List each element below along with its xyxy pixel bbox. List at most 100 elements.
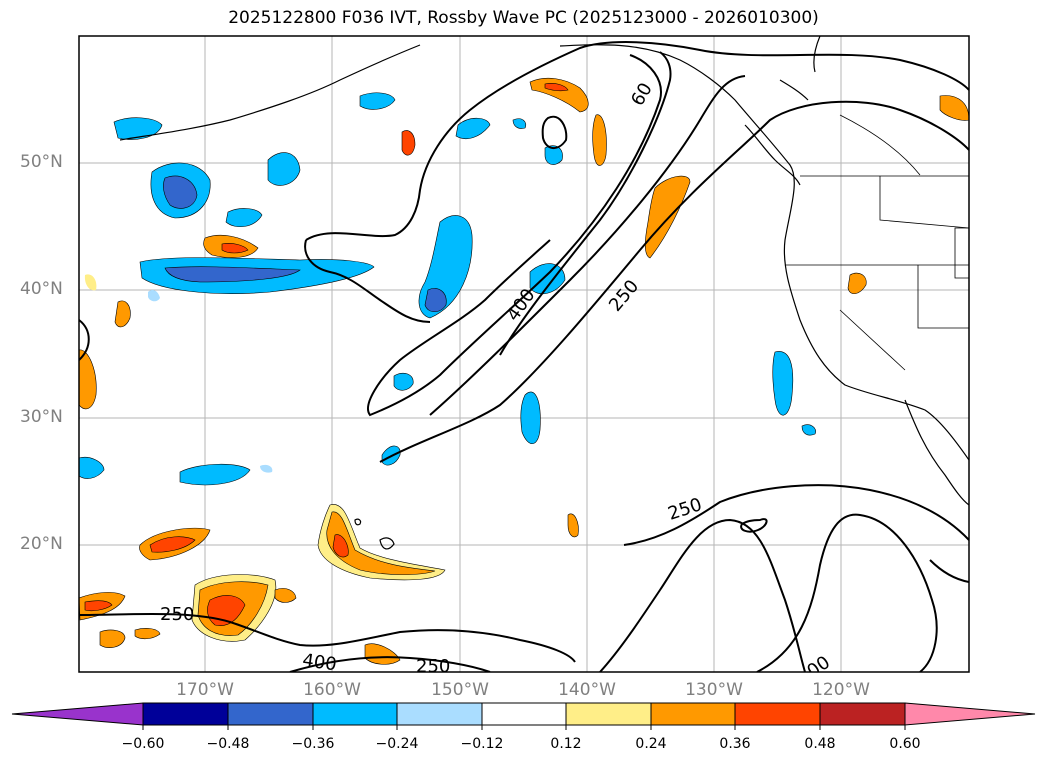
coastline bbox=[813, 36, 821, 73]
neg-region bbox=[163, 175, 198, 209]
pos-region bbox=[99, 629, 126, 648]
pos-region bbox=[221, 243, 249, 254]
colorbar bbox=[11, 702, 1036, 730]
contour-line bbox=[379, 100, 969, 463]
lat-label-40n: 40°N bbox=[20, 279, 63, 299]
border-line bbox=[839, 309, 906, 371]
pos-region bbox=[84, 600, 113, 612]
colorbar-segment bbox=[312, 702, 398, 726]
colorbar-segment bbox=[650, 702, 736, 726]
pos-region bbox=[544, 83, 569, 92]
coastline bbox=[744, 124, 801, 186]
lon-label-130w: 130°W bbox=[685, 680, 743, 700]
neg-region bbox=[544, 145, 563, 165]
contour-label: 250 bbox=[665, 494, 704, 525]
contour-line bbox=[367, 54, 662, 417]
colorbar-tick-label: 0.36 bbox=[719, 736, 751, 752]
colorbar-extend-high bbox=[904, 702, 1036, 726]
pos-region bbox=[592, 114, 607, 166]
contour-label: 250 bbox=[605, 276, 643, 316]
neg-region bbox=[164, 266, 301, 283]
map-title: 2025122800 F036 IVT, Rossby Wave PC (202… bbox=[228, 8, 819, 28]
ivt-contours bbox=[79, 41, 969, 672]
pos-region bbox=[134, 628, 161, 640]
contour-line bbox=[289, 656, 491, 672]
lat-label-30n: 30°N bbox=[20, 407, 63, 427]
lon-label-150w: 150°W bbox=[431, 680, 489, 700]
border-line bbox=[839, 114, 921, 176]
neg-region bbox=[79, 457, 105, 479]
neg-region bbox=[359, 92, 396, 110]
neg-region bbox=[225, 208, 263, 228]
contour-line bbox=[305, 41, 969, 241]
pos-region bbox=[114, 300, 131, 328]
pos-region bbox=[274, 588, 297, 603]
colorbar-tick-label: −0.12 bbox=[460, 736, 504, 752]
colorbar-segment bbox=[819, 702, 906, 726]
neg-region bbox=[529, 263, 566, 295]
border-line bbox=[954, 227, 969, 279]
contour-label: 400 bbox=[301, 650, 338, 676]
pos-region bbox=[79, 349, 97, 410]
coastline bbox=[559, 44, 969, 461]
contour-line bbox=[79, 319, 90, 361]
political-borders bbox=[785, 114, 969, 371]
contour-label: 250 bbox=[160, 604, 194, 625]
neg-region bbox=[520, 391, 541, 445]
colorbar-tick-label: −0.48 bbox=[206, 736, 250, 752]
colorbar-segment bbox=[565, 702, 652, 726]
neg-region bbox=[801, 424, 816, 436]
colorbar-segment bbox=[142, 702, 229, 726]
neg-region bbox=[179, 463, 251, 486]
neg-region bbox=[512, 118, 527, 129]
colorbar-tick-label: 0.48 bbox=[804, 736, 836, 752]
pos-region bbox=[644, 175, 691, 259]
coastline bbox=[379, 537, 395, 550]
colorbar-segment bbox=[396, 702, 483, 726]
colorbar-tick-label: 0.60 bbox=[889, 736, 921, 752]
pos-region bbox=[364, 643, 401, 665]
lon-label-140w: 140°W bbox=[558, 680, 616, 700]
pos-region bbox=[529, 77, 589, 113]
pos-region bbox=[567, 513, 579, 538]
lon-label-160w: 160°W bbox=[303, 680, 361, 700]
contour-line bbox=[740, 518, 768, 533]
contour-label: 250 bbox=[416, 656, 450, 677]
colorbar-segment bbox=[481, 702, 567, 726]
colorbar-extend-low bbox=[11, 702, 144, 726]
contour-line bbox=[623, 484, 969, 546]
colorbar-tick-label: 0.12 bbox=[550, 736, 582, 752]
positive-anomaly-shading bbox=[79, 77, 969, 665]
neg-region bbox=[772, 351, 794, 416]
lat-label-50n: 50°N bbox=[20, 152, 63, 172]
negative-anomaly-shading bbox=[79, 92, 816, 486]
contour-line bbox=[756, 513, 938, 672]
contour-label: 60 bbox=[627, 79, 657, 109]
pos-region bbox=[149, 536, 196, 553]
pos-region bbox=[401, 130, 416, 156]
colorbar-segment bbox=[227, 702, 314, 726]
contour-label: 00 bbox=[803, 652, 834, 682]
pos-region bbox=[847, 272, 867, 294]
contour-line bbox=[499, 51, 672, 356]
pos-region bbox=[326, 511, 436, 575]
neg-region bbox=[267, 152, 301, 186]
neg-region bbox=[424, 288, 447, 313]
pos-region bbox=[939, 95, 969, 121]
contour-line bbox=[79, 612, 576, 663]
contour-line bbox=[599, 518, 806, 672]
neg-region bbox=[260, 464, 273, 473]
neg-region bbox=[148, 290, 160, 302]
neg-region bbox=[113, 117, 163, 140]
lon-label-170w: 170°W bbox=[176, 680, 234, 700]
pos-region bbox=[84, 274, 97, 291]
colorbar-tick-label: −0.60 bbox=[121, 736, 165, 752]
colorbar-tick-label: 0.24 bbox=[635, 736, 667, 752]
contour-line bbox=[429, 75, 746, 416]
pos-region bbox=[332, 534, 349, 558]
border-line bbox=[879, 176, 969, 229]
contour-line bbox=[541, 115, 568, 149]
map-frame bbox=[78, 35, 970, 673]
coastline bbox=[904, 399, 969, 506]
neg-region bbox=[393, 372, 414, 391]
